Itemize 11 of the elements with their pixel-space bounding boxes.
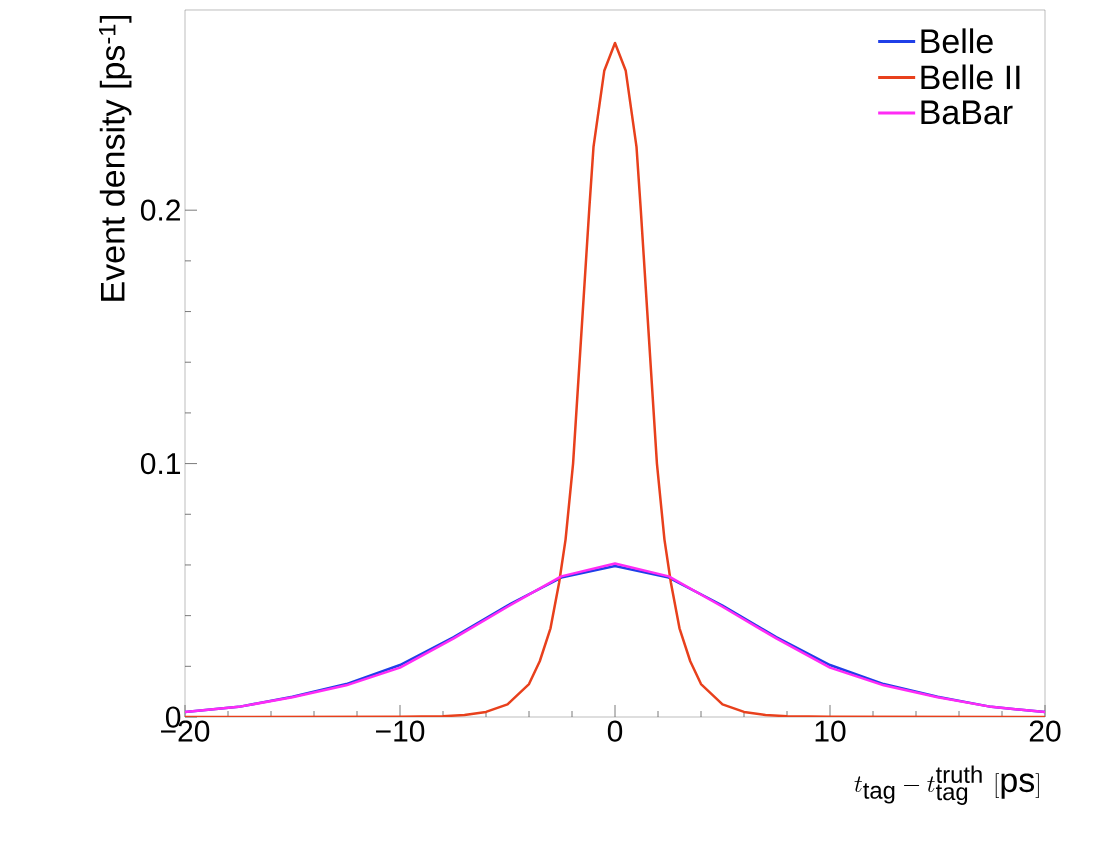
y-axis-title: Event density [ps$^{-1}$] (99, 15, 132, 301)
x-axis-title: $t_{\mathrm{tag}} - t_{\mathrm{tag}}^{\mathrm{truth}}\ [\mathrm{ps}]$ (854, 765, 1039, 805)
x-tick-label: 0 (607, 720, 623, 742)
x-tick-label: 10 (815, 720, 846, 742)
y-tick-label: 0.2 (140, 199, 180, 221)
y-tick-label: 0.1 (140, 452, 181, 475)
x-tick-label: 20 (1029, 720, 1061, 742)
legend-label: Belle II (921, 64, 1020, 90)
x-tick-label: −10 (376, 720, 425, 742)
legend-label: Belle (921, 28, 993, 54)
legend-label: BaBar (921, 100, 1013, 125)
